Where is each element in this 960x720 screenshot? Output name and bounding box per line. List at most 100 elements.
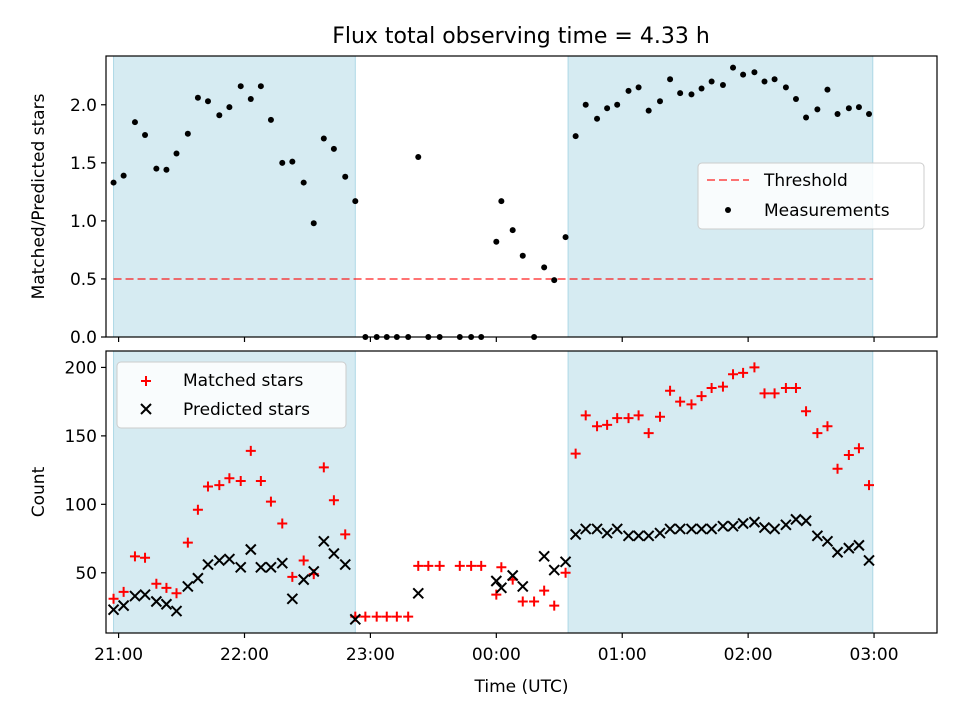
measurement-point [110,179,117,186]
legend-threshold-label: Threshold [763,171,848,191]
predicted-star-point [129,590,141,602]
matched-star-point [539,585,550,596]
matched-star-point [245,445,256,456]
measurement-point [120,172,127,179]
matched-star-point [633,410,644,421]
predicted-star-point [737,517,749,530]
measurement-point [834,111,841,118]
matched-star-point [224,473,235,484]
measurement-point [163,166,170,173]
y-axis-label: Matched/Predicted stars [29,93,49,299]
matched-star-point [466,560,477,571]
measurement-point [226,104,233,111]
predicted-star-point [780,519,792,531]
measurement-point [131,119,138,126]
matched-star-point [235,476,246,487]
measurement-point [352,198,359,205]
y-tick-label: 50 [75,564,97,584]
predicted-star-point [139,588,151,601]
predicted-star-point [654,527,666,539]
measurement-point [657,98,663,105]
matched-star-point [832,463,843,474]
y-tick-label: 0.5 [70,270,97,290]
y-tick-label: 200 [65,358,97,378]
matched-star-point [265,496,276,507]
predicted-star-point [490,575,503,587]
matched-star-point [801,406,812,417]
measurement-point [782,84,789,91]
predicted-star-point [748,516,761,528]
matched-star-point [759,388,770,399]
legend-measurement-swatch [725,207,731,213]
measurement-point [509,227,516,234]
predicted-star-point [538,550,550,563]
legend-predicted-label: Predicted stars [183,400,310,420]
predicted-star-point [235,561,247,573]
predicted-star-point [843,542,855,554]
predicted-star-point [591,523,603,535]
matched-star-point [728,369,739,380]
matched-star-point [570,448,581,459]
predicted-star-point [705,523,718,535]
measurement-point [594,115,601,122]
measurement-point [751,69,758,76]
matched-star-point [580,410,591,421]
measurement-point [688,91,695,98]
measurement-point [677,90,684,97]
matched-star-point [298,555,309,566]
predicted-star-point [349,613,362,626]
matched-star-point [864,480,875,491]
matched-star-point [696,391,707,402]
matched-star-point [182,537,193,548]
predicted-star-point [318,535,330,547]
measurement-point [300,179,307,186]
measurement-point [667,76,674,83]
matched-star-point [769,388,780,399]
predicted-star-point [412,587,424,600]
matched-star-point [454,560,465,571]
y-tick-label: 150 [65,427,97,447]
measurement-point [519,252,526,259]
matched-star-point [277,518,288,529]
measurement-point [740,71,747,78]
matched-star-point [360,611,371,622]
matched-star-point [340,529,351,540]
matched-star-point [151,578,162,589]
matched-star-point [491,589,502,600]
measurement-point [257,83,264,90]
predicted-star-point [328,547,340,560]
measurement-point [719,82,726,89]
matched-star-point [623,413,634,424]
matched-star-point [560,567,571,578]
predicted-star-point [758,521,771,534]
measurement-point [551,277,558,284]
measurement-point [824,86,831,93]
legend: Threshold Measurements [697,162,925,230]
measurement-point [572,133,579,140]
matched-star-point [602,419,613,430]
predicted-star-point [717,520,729,532]
measurement-point [216,112,223,119]
legend-box [697,162,925,230]
predicted-star-point [853,539,865,552]
measurement-point [562,234,569,241]
measurement-point [267,116,274,123]
predicted-star-point [182,580,194,593]
measurement-point [730,64,737,71]
legend-predicted-swatch [140,403,152,415]
predicted-star-point [160,598,173,610]
predicted-star-point [811,530,824,542]
matched-star-point [790,382,801,393]
measurement-point [237,83,244,90]
predicted-star-point [265,561,277,573]
predicted-star-point [632,530,645,542]
matched-star-point [738,367,749,378]
matched-star-point [391,611,402,622]
measurement-point [330,145,337,152]
matched-star-point [612,413,623,424]
predicted-star-point [255,561,267,573]
measurement-point [247,95,254,102]
measurement-point [761,78,768,85]
predicted-star-point [548,564,560,576]
